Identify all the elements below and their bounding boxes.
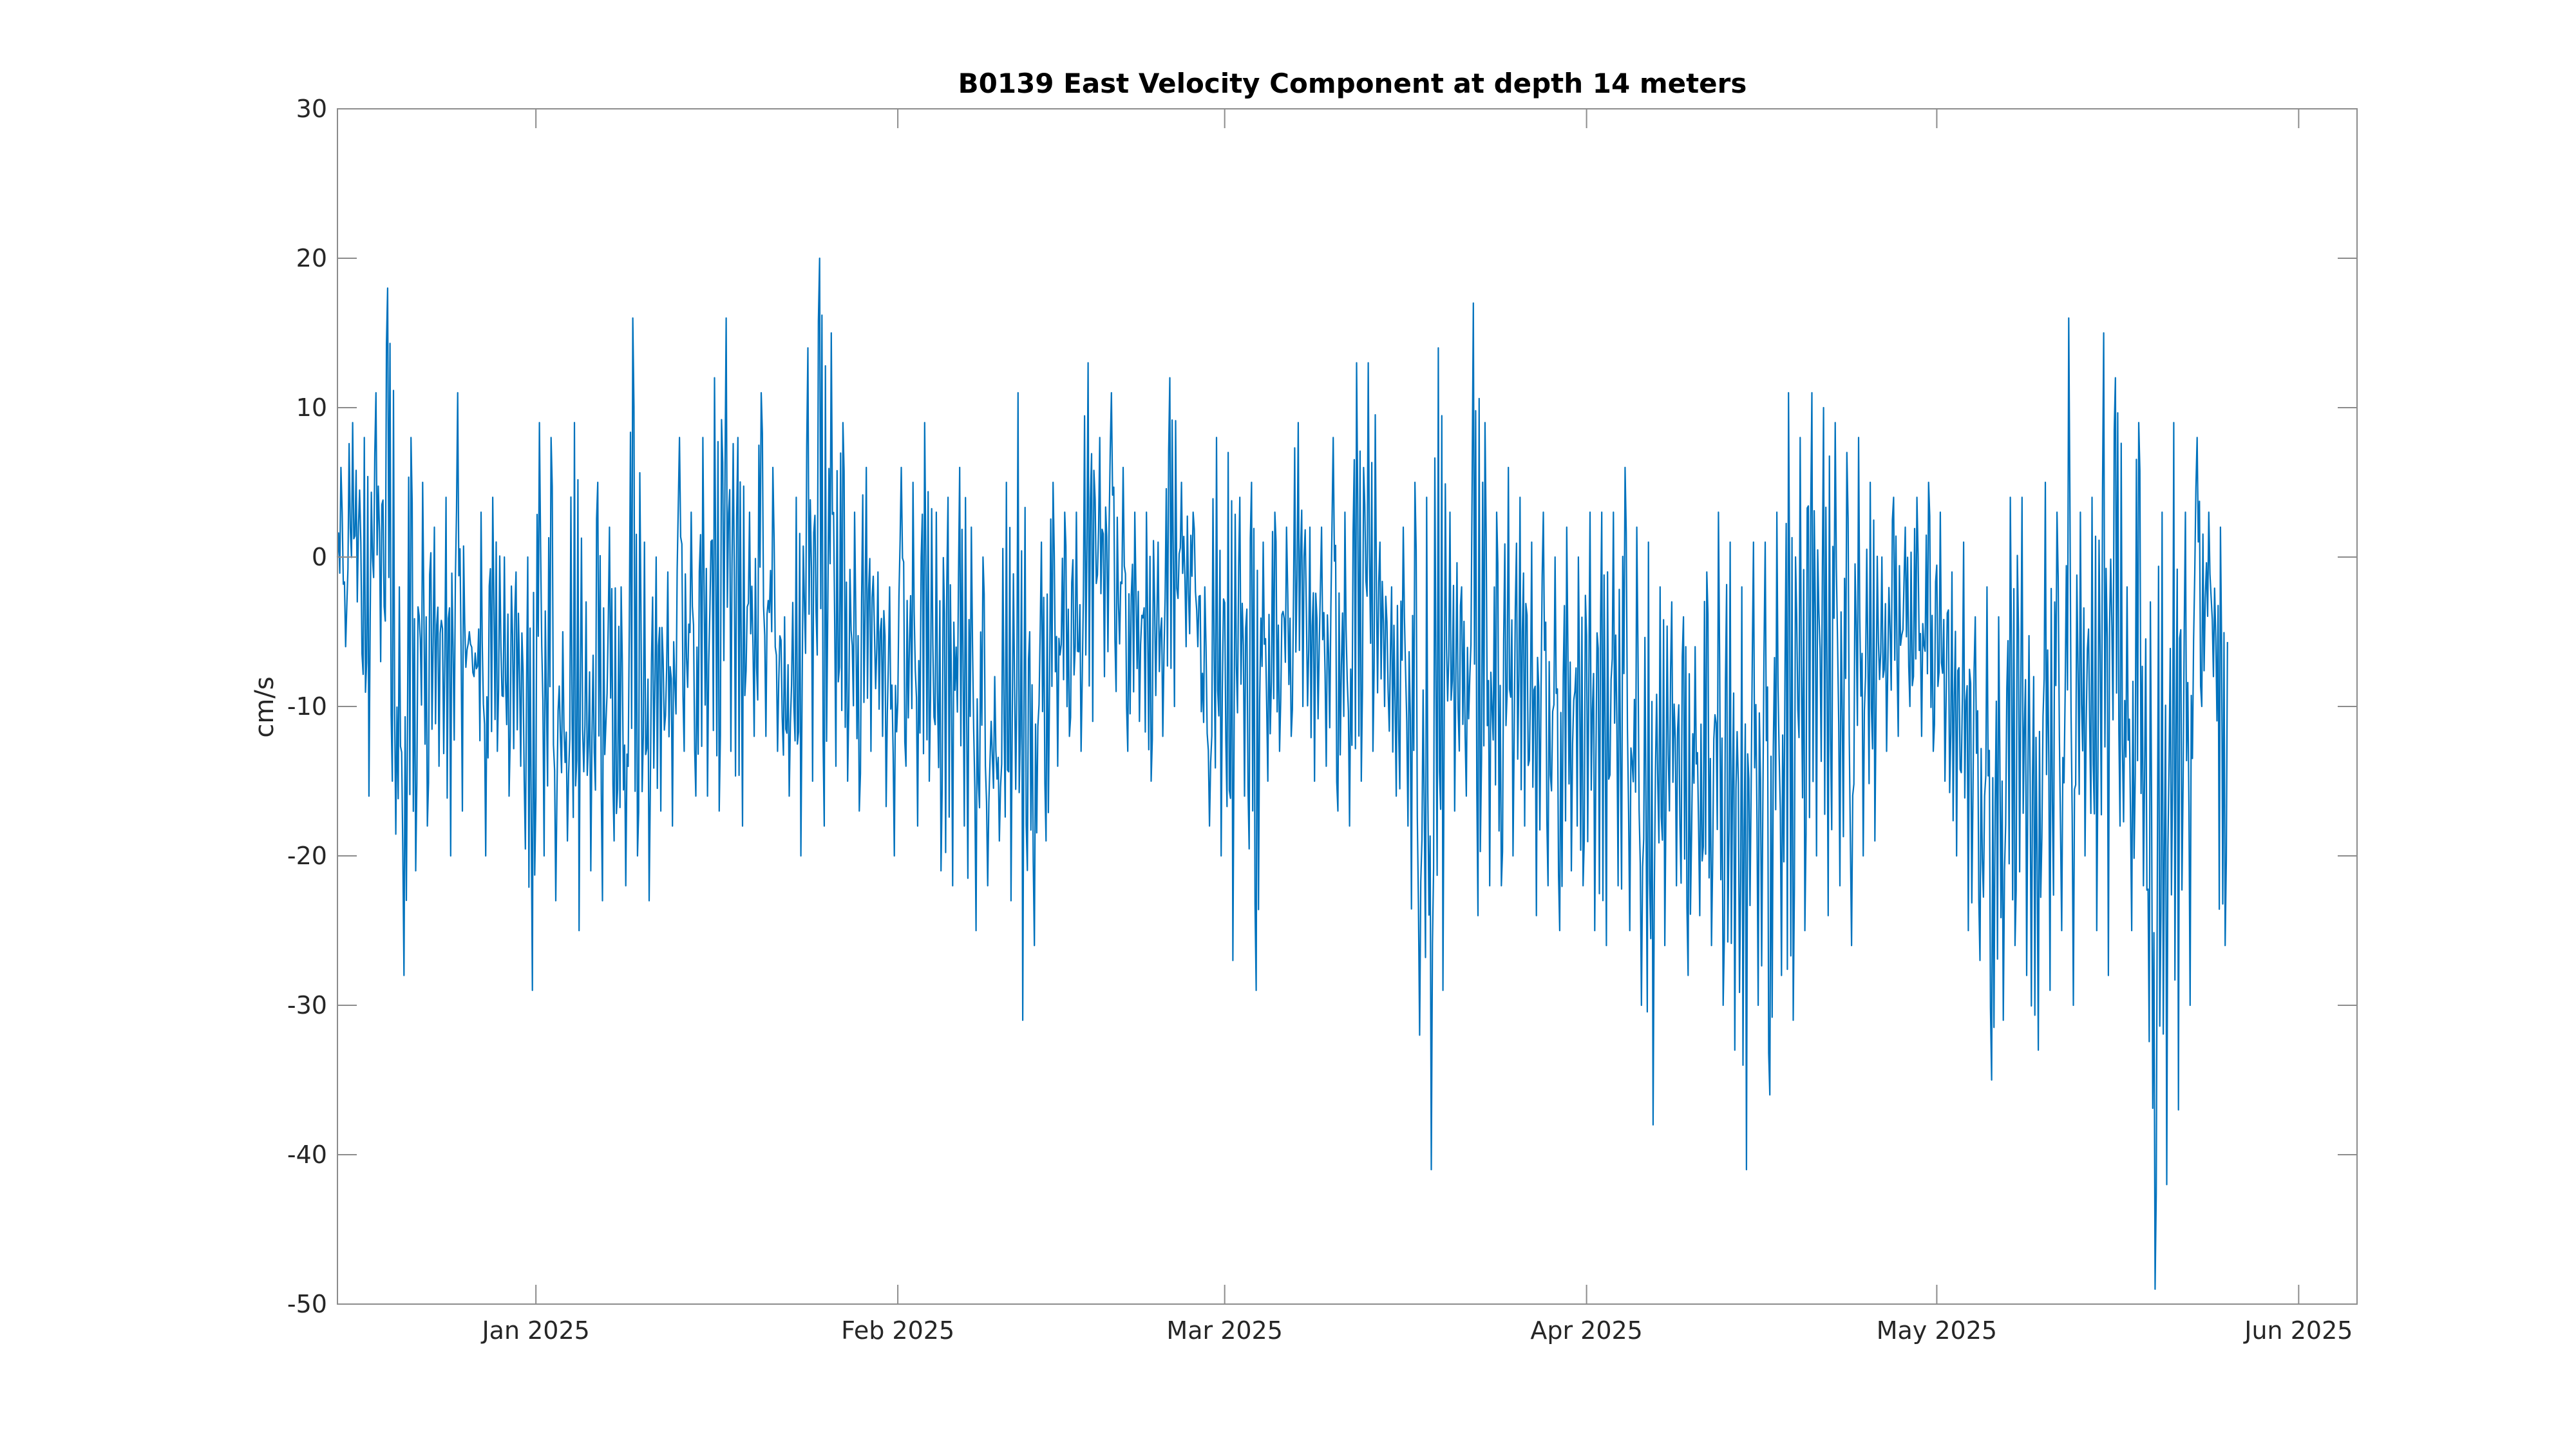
y-axis-label: cm/s bbox=[250, 676, 279, 737]
y-tick-label: -30 bbox=[287, 991, 327, 1019]
y-tick-label: 30 bbox=[296, 95, 327, 123]
plot-area-border bbox=[337, 108, 2358, 1305]
chart-title: B0139 East Velocity Component at depth 1… bbox=[958, 68, 1747, 99]
x-tick-label: May 2025 bbox=[1877, 1316, 1997, 1345]
y-tick-label: -20 bbox=[287, 842, 327, 870]
y-tick-label: 0 bbox=[312, 543, 327, 571]
y-tick-label: 20 bbox=[296, 244, 327, 272]
y-tick-label: -50 bbox=[287, 1290, 327, 1318]
x-tick-label: Feb 2025 bbox=[841, 1316, 954, 1345]
x-tick-label: Mar 2025 bbox=[1166, 1316, 1282, 1345]
east-velocity-series-line bbox=[336, 257, 2228, 1290]
x-tick-label: Jun 2025 bbox=[2243, 1316, 2353, 1345]
y-tick-label: -10 bbox=[287, 692, 327, 721]
x-tick-label: Apr 2025 bbox=[1530, 1316, 1643, 1345]
plot-series bbox=[336, 257, 2228, 1290]
x-tick-label: Jan 2025 bbox=[480, 1316, 589, 1345]
y-tick-label: 10 bbox=[296, 393, 327, 422]
y-tick-label: -40 bbox=[287, 1141, 327, 1169]
y-tick-labels: 30 20 10 0 -10 -20 -30 -40 -50 bbox=[287, 95, 327, 1318]
x-tick-labels: Jan 2025 Feb 2025 Mar 2025 Apr 2025 May 2025… bbox=[480, 1316, 2353, 1345]
